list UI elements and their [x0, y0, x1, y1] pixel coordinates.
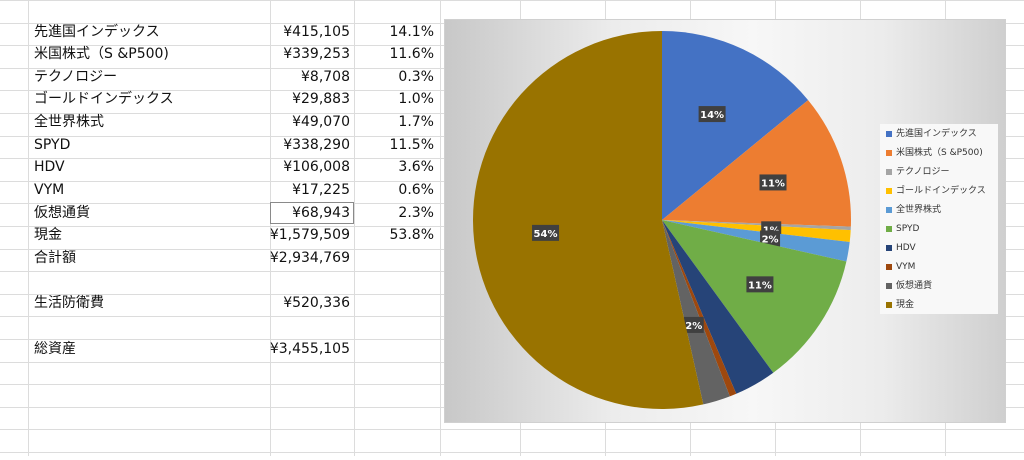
data-label: 11%	[748, 280, 772, 291]
data-label: 2%	[685, 321, 702, 332]
legend-entry[interactable]: 先進国インデックス	[886, 128, 977, 140]
data-label-box	[532, 224, 560, 241]
legend-swatch	[886, 206, 892, 213]
pie-slice[interactable]	[662, 31, 809, 220]
legend-swatch	[886, 282, 892, 289]
pie-chart[interactable]: 14%11%1%2%11%2%54%	[445, 20, 1005, 422]
row-percent[interactable]: 11.5%	[389, 137, 434, 153]
legend-label: VYM	[896, 262, 916, 272]
data-label: 54%	[534, 229, 558, 240]
defense-value[interactable]: ¥520,336	[283, 295, 350, 311]
legend-entry[interactable]: 米国株式（S &P500)	[886, 147, 983, 159]
total-value[interactable]: ¥2,934,769	[269, 250, 350, 266]
row-value[interactable]: ¥8,708	[301, 69, 350, 85]
legend-entry[interactable]: ゴールドインデックス	[886, 185, 986, 197]
legend-label: ゴールドインデックス	[896, 186, 986, 196]
row-value[interactable]: ¥106,008	[283, 159, 350, 175]
row-label[interactable]: 全世界株式	[34, 114, 104, 130]
legend-swatch	[886, 301, 892, 308]
row-percent[interactable]: 3.6%	[398, 159, 434, 175]
pie-slice[interactable]	[662, 220, 774, 394]
legend-entry[interactable]: 仮想通貨	[886, 280, 932, 292]
row-percent[interactable]: 53.8%	[389, 227, 434, 243]
row-label[interactable]: 仮想通貨	[34, 205, 90, 221]
legend-label: SPYD	[896, 224, 920, 234]
legend-swatch	[886, 130, 892, 137]
legend-swatch	[886, 263, 892, 270]
legend-swatch	[886, 244, 892, 251]
pie-slice[interactable]	[473, 31, 704, 409]
legend-label: 仮想通貨	[896, 281, 933, 291]
row-label[interactable]: 先進国インデックス	[34, 24, 160, 40]
legend-label: テクノロジー	[896, 167, 950, 177]
legend-label: 全世界株式	[896, 205, 942, 215]
legend-entry[interactable]: テクノロジー	[886, 166, 949, 178]
row-value[interactable]: ¥49,070	[292, 114, 350, 130]
legend-label: HDV	[896, 243, 916, 253]
data-label-box	[683, 316, 704, 333]
row-percent[interactable]: 0.3%	[398, 69, 434, 85]
row-percent[interactable]: 1.0%	[398, 91, 434, 107]
row-value[interactable]: ¥415,105	[283, 24, 350, 40]
legend-entry[interactable]: 現金	[886, 299, 914, 311]
row-value[interactable]: ¥68,943	[292, 205, 350, 221]
data-label-box	[759, 174, 787, 191]
defense-label[interactable]: 生活防衛費	[34, 295, 104, 311]
legend-swatch	[886, 225, 892, 232]
row-percent[interactable]: 1.7%	[398, 114, 434, 130]
data-label: 14%	[700, 110, 724, 121]
pie-slice[interactable]	[662, 100, 851, 227]
selected-cell[interactable]	[270, 202, 354, 224]
data-label-box	[698, 106, 726, 123]
row-label[interactable]: HDV	[34, 159, 65, 175]
pie-slice[interactable]	[662, 220, 851, 231]
legend-swatch	[886, 168, 892, 175]
legend-entry[interactable]: HDV	[886, 242, 916, 254]
row-percent[interactable]: 11.6%	[389, 46, 434, 62]
legend-swatch	[886, 187, 892, 194]
pie-slice[interactable]	[662, 220, 847, 373]
row-percent[interactable]: 2.3%	[398, 205, 434, 221]
row-label[interactable]: テクノロジー	[34, 69, 118, 85]
total-label[interactable]: 合計額	[34, 250, 76, 266]
chart-area[interactable]: 14%11%1%2%11%2%54%	[445, 20, 1005, 422]
assets-value[interactable]: ¥3,455,105	[269, 341, 350, 357]
legend-entry[interactable]: VYM	[886, 261, 915, 273]
data-label: 2%	[762, 234, 779, 245]
row-percent[interactable]: 0.6%	[398, 182, 434, 198]
row-label[interactable]: SPYD	[34, 137, 71, 153]
data-label-box	[746, 276, 774, 293]
pie-slice[interactable]	[662, 220, 730, 405]
legend-label: 現金	[896, 300, 915, 310]
pie-slice[interactable]	[662, 220, 851, 243]
legend-label: 先進国インデックス	[896, 129, 977, 139]
row-percent[interactable]: 14.1%	[389, 24, 434, 40]
assets-label[interactable]: 総資産	[34, 341, 76, 357]
row-label[interactable]: VYM	[34, 182, 65, 198]
data-label-box	[760, 230, 781, 247]
chart-legend[interactable]: 先進国インデックス 米国株式（S &P500) テクノロジーゴールドインデックス 全世…	[880, 124, 998, 314]
row-value[interactable]: ¥1,579,509	[269, 227, 350, 243]
row-value[interactable]: ¥17,225	[292, 182, 350, 198]
row-value[interactable]: ¥338,290	[283, 137, 350, 153]
row-value[interactable]: ¥29,883	[292, 91, 350, 107]
pie-slice[interactable]	[662, 220, 737, 397]
legend-entry[interactable]: 全世界株式	[886, 204, 941, 216]
legend-swatch	[886, 149, 892, 156]
row-label[interactable]: ゴールドインデックス	[34, 91, 174, 107]
row-value[interactable]: ¥339,253	[283, 46, 350, 62]
legend-entry[interactable]: SPYD	[886, 223, 919, 235]
pie-slice[interactable]	[662, 220, 850, 262]
data-label: 11%	[761, 178, 785, 189]
legend-label: 米国株式（S &P500)	[896, 148, 983, 158]
row-label[interactable]: 現金	[34, 227, 62, 243]
row-label[interactable]: 米国株式（S &P500)	[34, 46, 169, 62]
